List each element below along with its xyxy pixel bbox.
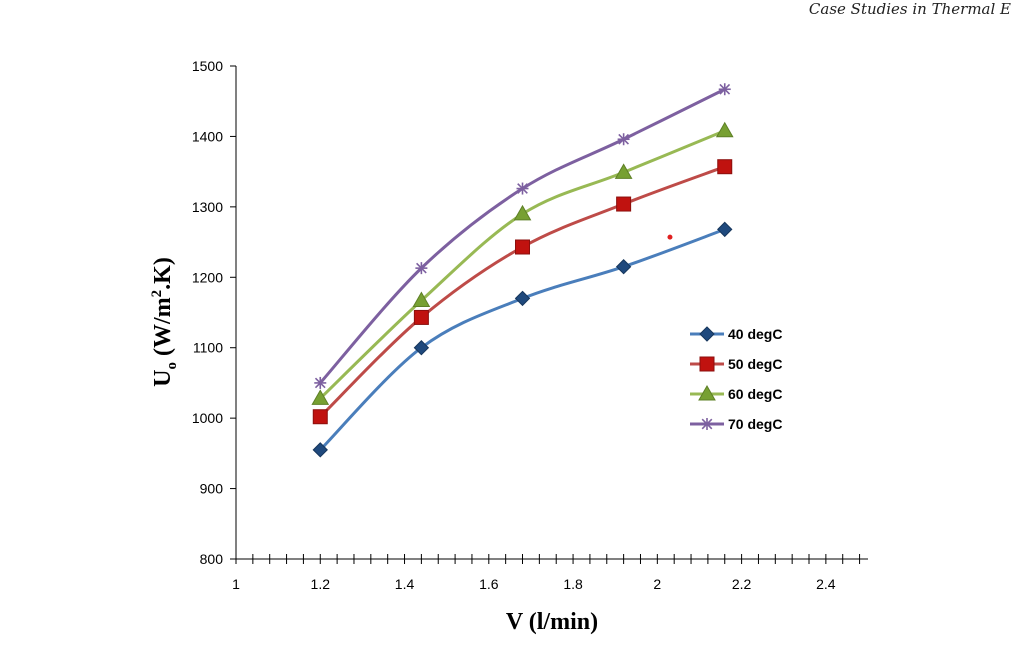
journal-header: Case Studies in Thermal E — [808, 0, 1011, 18]
series-group — [311, 83, 734, 458]
y-tick-label: 1400 — [192, 128, 223, 144]
series-3-point — [715, 121, 734, 138]
y-axis-title-end: .K) — [150, 257, 176, 290]
series-2-point — [312, 409, 328, 425]
y-axis-title: Uo (W/m2.K) — [149, 257, 180, 387]
y-tick-label: 900 — [200, 481, 224, 497]
series-2-point — [717, 159, 733, 175]
legend-marker — [698, 384, 716, 401]
x-tick-label: 2.2 — [732, 576, 752, 592]
y-tick-label: 800 — [200, 551, 224, 567]
x-tick-label: 2.4 — [816, 576, 836, 592]
y-tick-label: 1500 — [192, 58, 223, 74]
legend-label: 50 degC — [728, 356, 782, 372]
y-axis-title-main: U — [150, 369, 176, 386]
x-tick-label: 1.2 — [311, 576, 331, 592]
x-tick-label: 1 — [232, 576, 240, 592]
series-4-point — [314, 376, 327, 389]
y-axis-title-subscript: o — [164, 362, 180, 370]
series-2-point — [413, 309, 429, 325]
annotation-dot — [667, 234, 673, 240]
y-tick-label: 1100 — [193, 340, 223, 356]
series-line-3 — [319, 129, 726, 400]
series-line-4 — [319, 87, 726, 384]
y-tick-label: 1200 — [192, 269, 223, 285]
legend-label: 60 degC — [728, 386, 782, 402]
legend-label: 70 degC — [728, 416, 782, 432]
x-tick-label: 1.4 — [395, 576, 415, 592]
legend-marker — [699, 326, 715, 342]
series-1-point — [514, 290, 531, 307]
axes-group: 800 900 1000 1100 1200 1300 1400 1500 1 1.2 1.4 1.6… — [192, 58, 868, 592]
x-tick-label: 1.6 — [479, 576, 499, 592]
series-4-point — [516, 182, 529, 195]
x-tick-label: 1.8 — [563, 576, 583, 592]
x-axis-title: V (l/min) — [506, 609, 598, 635]
series-2-point — [616, 196, 632, 212]
series-4-point — [415, 262, 428, 275]
legend-label: 40 degC — [728, 326, 782, 342]
legend-marker — [699, 356, 715, 372]
y-tick-label: 1300 — [192, 199, 223, 215]
legend-marker — [701, 418, 713, 430]
series-4-point — [718, 83, 731, 96]
series-4-point — [617, 133, 630, 146]
y-tick-label: 1000 — [192, 410, 223, 426]
y-axis-title-superscript: 2 — [149, 290, 165, 298]
legend: 40 degC 50 degC 60 degC 70 degC — [690, 326, 782, 432]
x-tick-label: 2 — [653, 576, 661, 592]
series-1-point — [413, 340, 430, 356]
series-1-point — [615, 259, 632, 275]
series-3-point — [513, 204, 532, 221]
series-3-point — [311, 389, 330, 405]
series-1-point — [717, 221, 733, 238]
series-1-point — [312, 442, 328, 458]
series-2-point — [515, 239, 531, 255]
series-3-point — [614, 163, 633, 179]
y-axis-title-units: (W/m — [150, 297, 176, 362]
series-3-point — [412, 291, 431, 308]
